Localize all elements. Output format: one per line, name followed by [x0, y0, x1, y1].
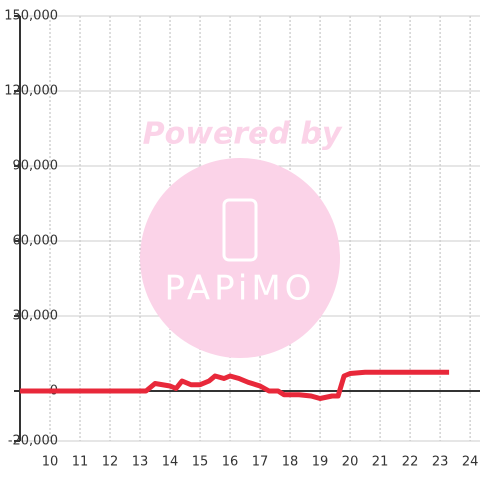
watermark-logo: PAPiMO [165, 269, 316, 309]
y-tick-label: -20,000 [8, 434, 58, 449]
x-tick-label: 22 [402, 455, 419, 470]
watermark-circle [140, 158, 340, 358]
y-tick-label: 30,000 [13, 309, 59, 324]
data-line [20, 369, 450, 401]
y-tick-label: 120,000 [4, 84, 58, 99]
x-tick-label: 16 [222, 455, 239, 470]
x-tick-label: 13 [132, 455, 149, 470]
x-tick-label: 17 [252, 455, 269, 470]
x-tick-label: 20 [342, 455, 359, 470]
x-tick-label: 12 [102, 455, 119, 470]
x-tick-label: 19 [312, 455, 329, 470]
watermark-text: Powered by [143, 117, 343, 152]
x-tick-label: 10 [42, 455, 59, 470]
x-tick-label: 18 [282, 455, 299, 470]
x-tick-label: 11 [72, 455, 89, 470]
x-tick-label: 14 [162, 455, 179, 470]
y-tick-label: 90,000 [13, 159, 59, 174]
x-tick-label: 23 [432, 455, 449, 470]
y-tick-label: 150,000 [4, 9, 58, 24]
x-tick-label: 15 [192, 455, 209, 470]
watermark-icon [222, 198, 258, 262]
x-tick-label: 21 [372, 455, 389, 470]
x-tick-label: 24 [462, 455, 479, 470]
marks [20, 369, 450, 401]
y-tick-label: 60,000 [13, 234, 59, 249]
